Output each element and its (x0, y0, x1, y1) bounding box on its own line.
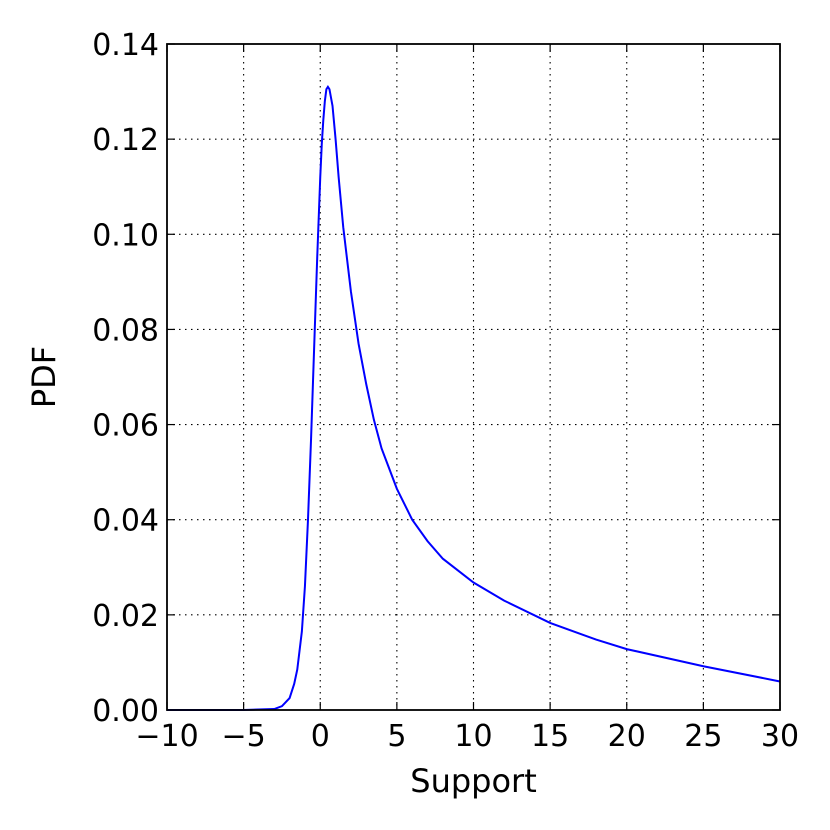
x-tick-label: 15 (531, 719, 569, 754)
grid (167, 44, 780, 710)
x-tick-label: 25 (684, 719, 722, 754)
plot-series (167, 84, 781, 711)
plot-frame (166, 43, 781, 711)
y-tick-label: 0.12 (92, 123, 159, 158)
x-tick-label: 5 (387, 719, 406, 754)
x-tick-label: 0 (311, 719, 330, 754)
y-tick-label: 0.00 (92, 694, 159, 729)
y-axis-label: PDF (25, 346, 63, 408)
x-tick-label: 30 (761, 719, 799, 754)
y-tick-label: 0.08 (92, 313, 159, 348)
x-tick-label: 10 (454, 719, 492, 754)
y-tick-label: 0.06 (92, 409, 159, 444)
y-tick-labels: 0.00 0.02 0.04 0.06 0.08 0.10 0.12 0.14 (92, 28, 159, 729)
pdf-curve (167, 84, 781, 711)
y-tick-label: 0.10 (92, 218, 159, 253)
x-tick-label: −5 (222, 719, 266, 754)
x-tick-labels: −10 −5 0 5 10 15 20 25 30 (135, 719, 799, 754)
y-tick-label: 0.04 (92, 504, 159, 539)
x-axis-label: Support (410, 762, 537, 800)
y-tick-label: 0.14 (92, 28, 159, 63)
tick-marks (166, 43, 781, 711)
x-tick-label: 20 (608, 719, 646, 754)
y-tick-label: 0.02 (92, 599, 159, 634)
x-tick-label: −10 (135, 719, 198, 754)
